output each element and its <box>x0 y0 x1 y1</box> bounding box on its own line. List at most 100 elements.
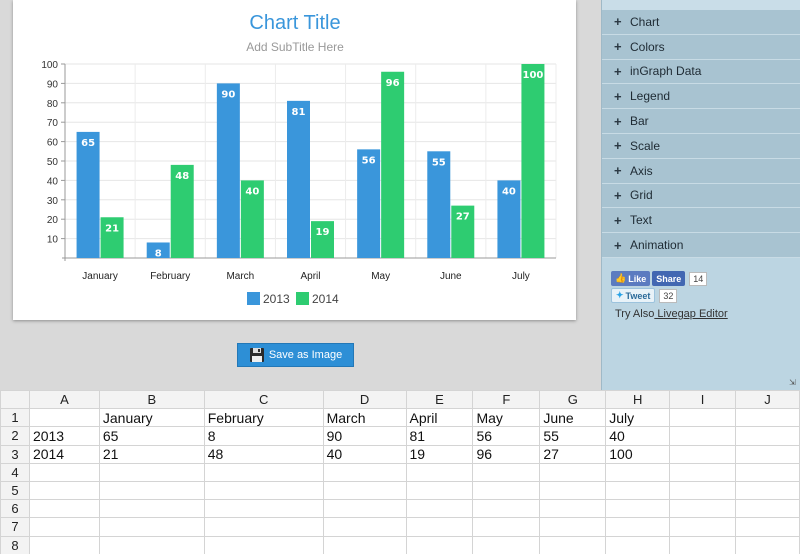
table-cell[interactable] <box>539 499 607 519</box>
bar-2013-january[interactable] <box>76 131 100 258</box>
table-cell[interactable] <box>735 408 800 428</box>
table-cell[interactable] <box>735 462 800 482</box>
column-header-d[interactable]: D <box>322 389 407 410</box>
row-header[interactable]: 3 <box>0 444 30 464</box>
table-cell[interactable] <box>539 535 607 554</box>
table-cell[interactable] <box>735 517 800 537</box>
bar-2013-april[interactable] <box>287 100 310 258</box>
bar-2013-march[interactable] <box>216 83 240 259</box>
table-cell[interactable]: 96 <box>472 444 541 464</box>
table-cell[interactable] <box>669 480 737 501</box>
table-cell[interactable]: 55 <box>539 426 607 446</box>
resize-grip-icon[interactable]: ⇲ <box>789 378 796 387</box>
table-cell[interactable] <box>605 462 671 482</box>
corner-cell[interactable] <box>0 389 30 410</box>
table-cell[interactable] <box>405 462 474 482</box>
column-header-j[interactable]: J <box>735 389 800 410</box>
row-header[interactable]: 2 <box>0 426 30 446</box>
table-cell[interactable] <box>539 480 607 501</box>
chart-subtitle[interactable]: Add SubTitle Here <box>246 40 344 54</box>
table-cell[interactable]: 81 <box>405 426 474 446</box>
table-cell[interactable]: June <box>539 408 607 428</box>
row-header[interactable]: 4 <box>0 462 30 482</box>
table-cell[interactable] <box>472 499 541 519</box>
table-cell[interactable] <box>28 480 100 501</box>
column-header-b[interactable]: B <box>98 389 205 410</box>
table-cell[interactable] <box>28 462 100 482</box>
bar-2013-july[interactable] <box>497 180 521 258</box>
table-cell[interactable] <box>28 535 100 554</box>
table-cell[interactable] <box>28 517 100 537</box>
table-cell[interactable] <box>322 480 407 501</box>
table-cell[interactable] <box>405 535 474 554</box>
table-cell[interactable] <box>669 408 737 428</box>
table-cell[interactable] <box>605 535 671 554</box>
bar-2013-february[interactable] <box>146 242 170 258</box>
table-cell[interactable] <box>98 517 205 537</box>
table-cell[interactable] <box>322 499 407 519</box>
table-cell[interactable] <box>322 535 407 554</box>
table-cell[interactable] <box>203 517 324 537</box>
table-cell[interactable] <box>669 444 737 464</box>
column-header-a[interactable]: A <box>28 389 100 410</box>
table-cell[interactable] <box>735 535 800 554</box>
row-header[interactable]: 6 <box>0 499 30 519</box>
table-cell[interactable] <box>322 462 407 482</box>
table-cell[interactable]: 19 <box>405 444 474 464</box>
table-cell[interactable]: 27 <box>539 444 607 464</box>
accordion-item-axis[interactable]: + Axis <box>602 158 800 184</box>
table-cell[interactable] <box>98 535 205 554</box>
row-header[interactable]: 7 <box>0 517 30 537</box>
table-cell[interactable] <box>669 499 737 519</box>
column-header-g[interactable]: G <box>539 389 607 410</box>
accordion-item-grid[interactable]: + Grid <box>602 183 800 209</box>
table-cell[interactable] <box>669 462 737 482</box>
save-as-image-button[interactable]: Save as Image <box>237 343 354 367</box>
table-cell[interactable] <box>735 426 800 446</box>
table-cell[interactable] <box>735 444 800 464</box>
table-cell[interactable]: 90 <box>322 426 407 446</box>
table-cell[interactable] <box>98 499 205 519</box>
table-cell[interactable] <box>539 517 607 537</box>
accordion-item-chart[interactable]: + Chart <box>602 10 800 35</box>
table-cell[interactable] <box>472 462 541 482</box>
bar-2013-may[interactable] <box>357 149 381 258</box>
bar-2014-march[interactable] <box>240 180 264 258</box>
table-cell[interactable]: 48 <box>203 444 324 464</box>
column-header-f[interactable]: F <box>472 389 541 410</box>
table-cell[interactable]: 100 <box>605 444 671 464</box>
facebook-share-button[interactable]: Share <box>652 271 686 286</box>
bar-2014-may[interactable] <box>381 71 405 258</box>
column-header-h[interactable]: H <box>605 389 671 410</box>
table-cell[interactable] <box>98 480 205 501</box>
table-cell[interactable] <box>605 499 671 519</box>
table-cell[interactable]: 2014 <box>28 444 100 464</box>
table-cell[interactable] <box>605 480 671 501</box>
livegap-editor-link[interactable]: Livegap Editor <box>654 308 728 320</box>
table-cell[interactable] <box>669 517 737 537</box>
table-cell[interactable] <box>669 535 737 554</box>
table-cell[interactable] <box>472 480 541 501</box>
table-cell[interactable]: 21 <box>98 444 205 464</box>
table-cell[interactable]: 8 <box>203 426 324 446</box>
bar-2014-january[interactable] <box>100 217 124 258</box>
accordion-item-animation[interactable]: + Animation <box>602 233 800 258</box>
table-cell[interactable] <box>203 480 324 501</box>
table-cell[interactable] <box>605 517 671 537</box>
chart-title[interactable]: Chart Title <box>249 12 340 34</box>
table-cell[interactable]: 2013 <box>28 426 100 446</box>
table-cell[interactable]: 40 <box>322 444 407 464</box>
table-cell[interactable] <box>203 462 324 482</box>
table-cell[interactable]: March <box>322 408 407 428</box>
bar-2013-june[interactable] <box>427 151 451 258</box>
table-cell[interactable] <box>203 535 324 554</box>
row-header[interactable]: 1 <box>0 408 30 428</box>
table-cell[interactable]: January <box>98 408 205 428</box>
table-cell[interactable] <box>322 517 407 537</box>
table-cell[interactable]: February <box>203 408 324 428</box>
table-cell[interactable] <box>735 480 800 501</box>
table-cell[interactable] <box>405 517 474 537</box>
table-cell[interactable]: 56 <box>472 426 541 446</box>
accordion-item-ingraph-data[interactable]: + inGraph Data <box>602 59 800 85</box>
accordion-item-colors[interactable]: + Colors <box>602 34 800 60</box>
